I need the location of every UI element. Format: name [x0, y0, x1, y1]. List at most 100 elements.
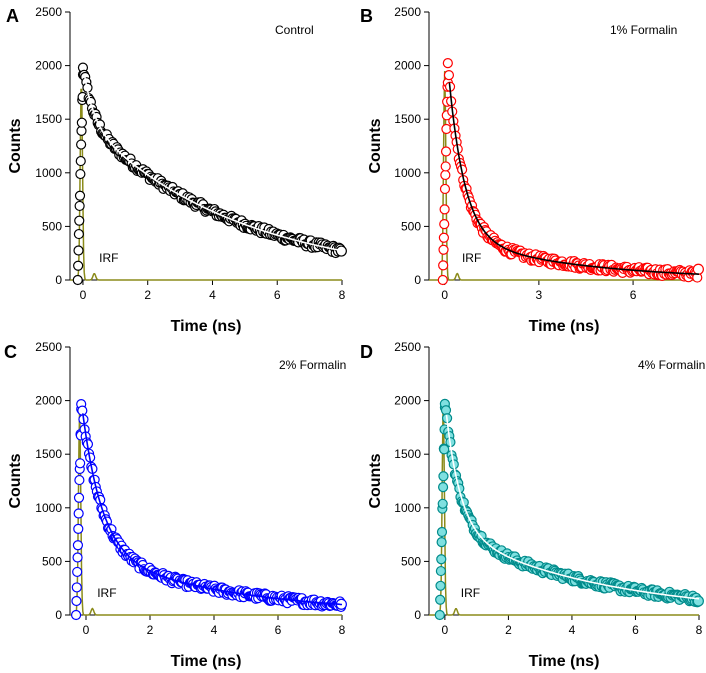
x-axis-title: Time (ns): [529, 318, 600, 335]
y-tick-label: 500: [401, 554, 421, 568]
irf-curve: [429, 413, 699, 616]
data-point: [74, 190, 86, 201]
panel-letter: A: [6, 6, 19, 26]
x-tick-label: 4: [569, 623, 576, 637]
x-tick-label: 0: [83, 623, 90, 637]
x-tick-label: 6: [630, 288, 637, 302]
data-markers: [70, 399, 347, 621]
data-point: [76, 139, 87, 150]
data-point: [438, 260, 449, 271]
data-point: [435, 594, 446, 605]
panel-d: D 4% Formalin Counts Time (ns) 0 500 1000 1…: [360, 340, 705, 670]
data-point: [438, 471, 449, 482]
plot-area: 0 500 1000 1500 2000 2500 0 2 4 6 8 IRF: [394, 340, 704, 637]
y-tick-label: 1500: [35, 112, 62, 126]
fit-curve: [83, 75, 343, 252]
data-point: [437, 498, 448, 509]
y-tick-label: 2000: [35, 394, 62, 408]
y-axis-title: Counts: [7, 453, 24, 508]
x-axis-title: Time (ns): [171, 653, 242, 670]
y-tick-label: 2000: [394, 394, 421, 408]
irf-label: IRF: [462, 251, 481, 265]
data-point: [75, 155, 86, 167]
fit-curve: [445, 414, 700, 600]
data-point: [436, 536, 447, 548]
data-point: [435, 565, 446, 577]
y-tick-label: 2500: [394, 5, 421, 19]
data-point: [73, 523, 84, 534]
data-point: [76, 117, 87, 128]
x-axis-title: Time (ns): [529, 653, 600, 670]
x-tick-label: 6: [275, 623, 282, 637]
x-tick-label: 3: [536, 288, 543, 302]
y-tick-label: 0: [414, 273, 421, 287]
data-point: [437, 274, 448, 286]
y-tick-label: 1000: [394, 501, 421, 515]
x-tick-label: 4: [209, 288, 216, 302]
panel-annotation: 1% Formalin: [610, 23, 677, 37]
plot-area: 0 500 1000 1500 2000 2500 0 3 6 IRF: [394, 5, 704, 302]
data-point: [692, 263, 704, 275]
x-tick-label: 2: [147, 623, 154, 637]
data-point: [440, 169, 451, 181]
y-tick-label: 1000: [35, 166, 62, 180]
irf-label: IRF: [97, 586, 116, 600]
y-tick-label: 0: [55, 608, 62, 622]
plot-area: 0 500 1000 1500 2000 2500 0 2 4 6 8 IRF: [35, 340, 347, 637]
panel-annotation: 2% Formalin: [279, 358, 346, 372]
data-point: [72, 274, 83, 286]
data-point: [71, 582, 82, 593]
data-point: [437, 482, 449, 493]
y-tick-label: 1500: [394, 447, 421, 461]
irf-curve: [429, 70, 699, 281]
data-point: [74, 474, 85, 486]
plot-area: 0 500 1000 1500 2000 2500 0 2 4 6 8 IRF: [35, 5, 347, 302]
panel-a: A Control Counts Time (ns) 0 500 1000 1500 2…: [6, 5, 347, 335]
data-point: [72, 566, 83, 578]
fit-curve: [448, 82, 700, 275]
panel-letter: B: [360, 6, 373, 26]
data-point: [439, 204, 450, 215]
y-tick-label: 1000: [35, 501, 62, 515]
x-tick-label: 0: [80, 288, 87, 302]
data-point: [438, 232, 449, 243]
data-point: [435, 580, 446, 591]
y-tick-label: 2000: [35, 59, 62, 73]
fit-curve: [82, 413, 343, 606]
y-tick-label: 2500: [35, 340, 62, 354]
data-point: [73, 492, 85, 503]
y-tick-label: 1000: [394, 166, 421, 180]
data-point: [439, 183, 451, 195]
panel-letter: C: [4, 342, 17, 362]
x-tick-label: 0: [442, 623, 449, 637]
data-point: [440, 161, 451, 172]
y-tick-label: 0: [414, 608, 421, 622]
data-point: [75, 168, 86, 180]
panel-annotation: Control: [275, 23, 314, 37]
irf-curve: [70, 88, 342, 281]
y-tick-label: 1500: [35, 447, 62, 461]
data-point: [75, 458, 86, 469]
x-tick-label: 8: [339, 288, 346, 302]
x-tick-label: 4: [211, 623, 218, 637]
y-tick-label: 2000: [394, 59, 421, 73]
data-point: [70, 609, 82, 621]
data-point: [72, 540, 84, 551]
data-point: [71, 595, 82, 607]
data-point: [440, 146, 452, 157]
data-point: [443, 70, 455, 81]
data-point: [692, 595, 704, 607]
data-point: [439, 444, 450, 455]
data-point: [439, 219, 450, 230]
data-point: [72, 552, 83, 563]
x-tick-label: 2: [144, 288, 151, 302]
panel-c: C 2% Formalin Counts Time (ns) 0 500 1000 1…: [4, 340, 347, 670]
y-axis-title: Counts: [7, 118, 24, 173]
data-point: [434, 609, 445, 621]
data-point: [73, 245, 84, 256]
y-axis-title: Counts: [367, 118, 384, 173]
x-tick-label: 8: [696, 623, 703, 637]
data-point: [73, 260, 84, 271]
panel-letter: D: [360, 342, 373, 362]
